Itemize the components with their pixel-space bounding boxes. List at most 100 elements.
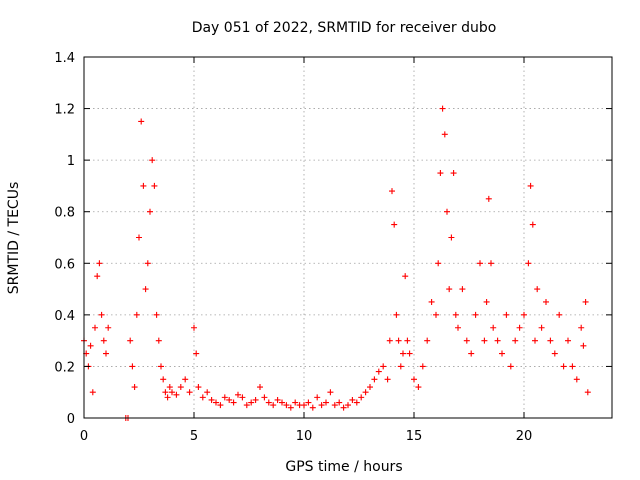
x-axis-ticks: 0 5 10 15 20 xyxy=(80,57,532,444)
data-point xyxy=(186,389,193,396)
data-point xyxy=(193,350,200,357)
data-point xyxy=(433,311,439,318)
data-point xyxy=(490,324,497,331)
data-point xyxy=(532,337,538,344)
data-point xyxy=(314,394,321,401)
data-point xyxy=(257,384,263,391)
data-point xyxy=(448,234,455,241)
data-point xyxy=(472,311,479,318)
data-point xyxy=(525,260,532,267)
x-tick-label: 0 xyxy=(80,429,88,444)
data-point xyxy=(468,350,475,357)
data-point xyxy=(499,350,505,357)
data-point xyxy=(529,221,536,228)
data-point xyxy=(177,384,184,391)
data-point xyxy=(428,298,435,305)
data-point xyxy=(191,324,197,331)
data-point xyxy=(318,402,325,409)
data-point xyxy=(89,389,96,396)
data-point xyxy=(439,105,446,112)
data-point xyxy=(573,376,580,383)
plot-frame xyxy=(83,56,613,419)
data-point xyxy=(452,311,459,318)
data-point xyxy=(446,286,453,293)
data-point xyxy=(353,399,360,406)
data-point xyxy=(543,298,549,305)
data-point xyxy=(239,394,246,401)
x-tick-label: 5 xyxy=(190,429,198,444)
data-point xyxy=(507,363,514,370)
data-point xyxy=(287,404,294,411)
data-point xyxy=(138,118,145,125)
data-point xyxy=(450,170,457,177)
data-point xyxy=(147,208,153,215)
data-point xyxy=(551,350,558,357)
data-point xyxy=(162,389,169,396)
data-point xyxy=(92,324,98,331)
data-point xyxy=(217,402,224,409)
y-tick-label: 1.2 xyxy=(54,103,75,118)
y-tick-label: 1 xyxy=(67,154,75,169)
data-point xyxy=(283,402,290,409)
data-point xyxy=(512,337,519,344)
data-point xyxy=(208,396,215,403)
grid-lines xyxy=(84,57,612,418)
data-point xyxy=(87,342,94,349)
data-point xyxy=(459,286,466,293)
data-point xyxy=(441,131,448,138)
data-point xyxy=(485,195,492,202)
y-tick-label: 0 xyxy=(67,412,75,427)
data-point xyxy=(578,324,585,331)
data-point xyxy=(105,324,112,331)
data-point xyxy=(395,337,402,344)
data-point xyxy=(133,311,140,318)
x-tick-label: 15 xyxy=(406,429,423,444)
data-point xyxy=(463,337,470,344)
data-point xyxy=(580,342,587,349)
data-point xyxy=(384,376,391,383)
data-point xyxy=(204,389,211,396)
data-point xyxy=(230,399,237,406)
data-point xyxy=(164,394,171,401)
y-tick-label: 1.4 xyxy=(54,51,75,66)
data-point xyxy=(534,286,541,293)
data-point xyxy=(336,399,343,406)
data-point xyxy=(103,350,109,357)
chart-title: Day 051 of 2022, SRMTID for receiver dub… xyxy=(192,20,497,36)
data-point xyxy=(349,396,356,403)
data-point xyxy=(455,324,461,331)
data-point xyxy=(226,396,233,403)
data-point xyxy=(309,404,316,411)
data-point xyxy=(292,399,299,406)
data-point xyxy=(582,298,589,305)
data-point xyxy=(331,402,338,409)
y-axis-ticks: 0 0.2 0.4 0.6 0.8 1 1.2 1.4 xyxy=(54,51,612,427)
data-point xyxy=(301,402,307,409)
data-point xyxy=(305,399,312,406)
data-point xyxy=(144,260,151,267)
data-point xyxy=(166,384,173,391)
data-point xyxy=(340,404,347,411)
data-point xyxy=(483,298,490,305)
data-point xyxy=(149,157,156,164)
data-point xyxy=(424,337,431,344)
data-point xyxy=(584,389,591,396)
data-point xyxy=(371,376,378,383)
data-point xyxy=(569,363,576,370)
data-point xyxy=(248,399,255,406)
data-point xyxy=(565,337,571,344)
y-axis-label: SRMTID / TECUs xyxy=(6,182,22,295)
data-point xyxy=(270,402,277,409)
data-points xyxy=(81,105,591,421)
data-point xyxy=(560,363,567,370)
data-point xyxy=(380,363,387,370)
data-point xyxy=(494,337,501,344)
data-point xyxy=(173,391,180,398)
data-point xyxy=(169,389,175,396)
data-point xyxy=(375,368,382,375)
data-point xyxy=(402,273,409,280)
data-point xyxy=(96,260,103,267)
data-point xyxy=(477,260,483,267)
data-point xyxy=(274,396,281,403)
